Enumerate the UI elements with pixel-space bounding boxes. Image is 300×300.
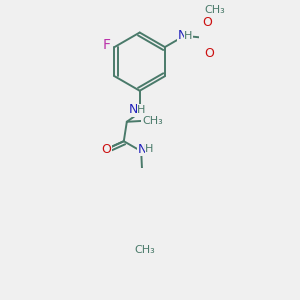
Text: H: H [145,144,153,154]
Text: O: O [204,47,214,60]
Text: N: N [128,103,138,116]
Text: N: N [137,142,147,156]
Text: H: H [137,104,146,115]
Text: O: O [101,143,111,156]
Text: CH₃: CH₃ [134,245,155,255]
Text: H: H [184,31,193,40]
Text: CH₃: CH₃ [142,116,163,126]
Text: CH₃: CH₃ [205,5,225,15]
Text: F: F [103,38,111,52]
Text: N: N [178,29,187,42]
Text: O: O [202,16,212,29]
